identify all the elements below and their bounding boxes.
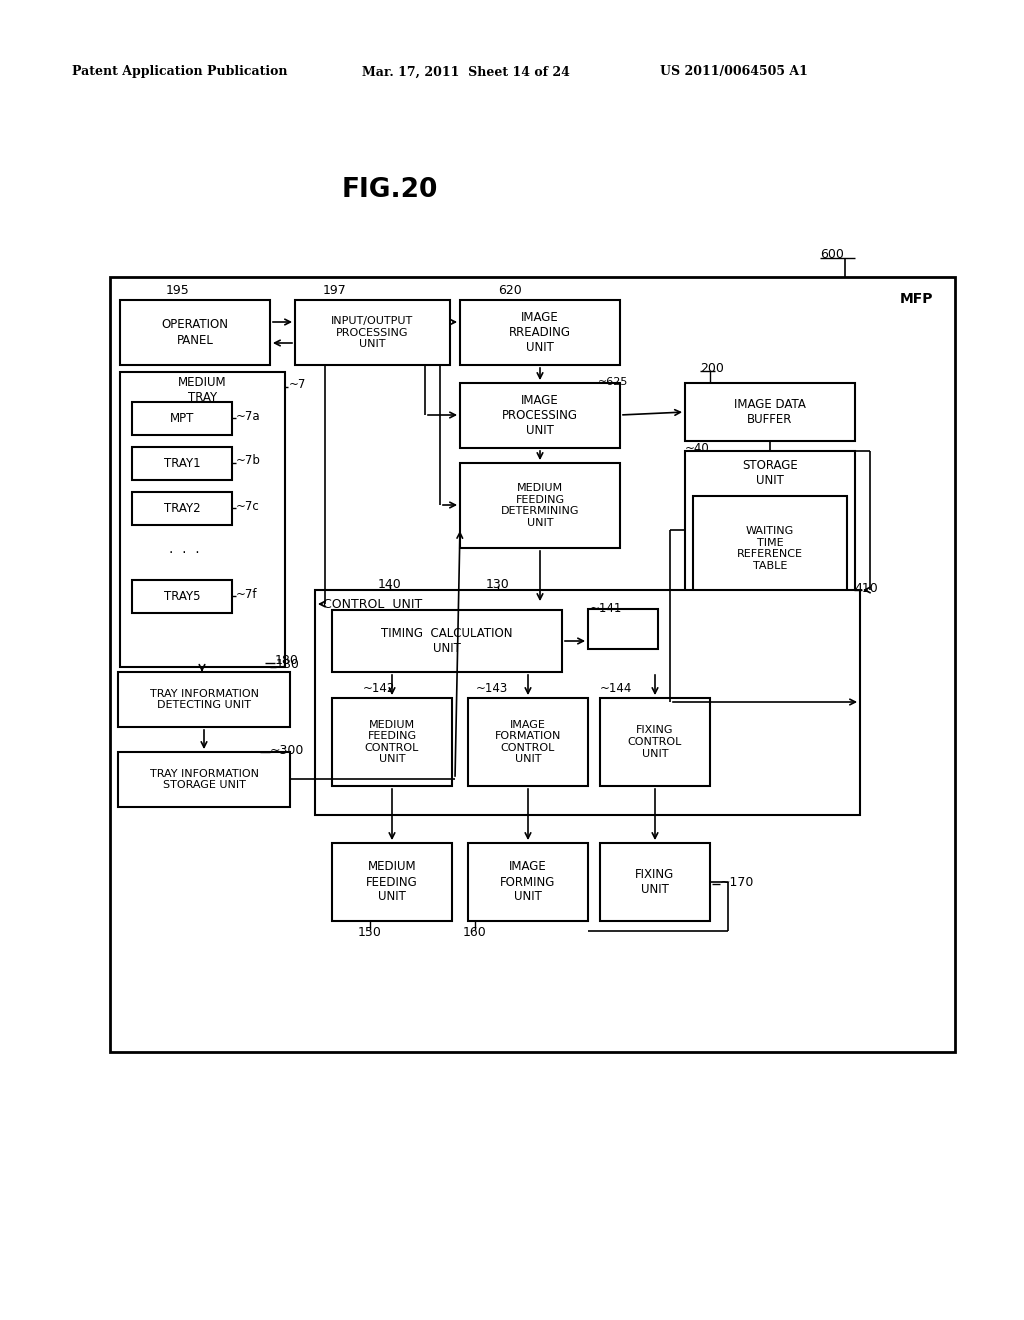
Text: ~170: ~170 [720,875,755,888]
Text: Patent Application Publication: Patent Application Publication [72,66,288,78]
Bar [600,843,710,921]
Text: FIG.20: FIG.20 [342,177,438,203]
Bar [332,843,452,921]
Text: ~142: ~142 [362,681,395,694]
Text: IMAGE
FORMING
UNIT: IMAGE FORMING UNIT [501,861,556,903]
Text: TRAY INFORMATION
DETECTING UNIT: TRAY INFORMATION DETECTING UNIT [150,689,258,710]
Text: MEDIUM
TRAY: MEDIUM TRAY [178,376,226,404]
Bar [693,496,847,601]
Text: FIXING
UNIT: FIXING UNIT [635,869,675,896]
Text: TRAY2: TRAY2 [164,502,201,515]
Text: 150: 150 [358,925,382,939]
Bar [468,698,588,785]
Bar [315,590,860,814]
Bar [132,447,232,480]
Bar [332,698,452,785]
Text: TRAY INFORMATION
STORAGE UNIT: TRAY INFORMATION STORAGE UNIT [150,768,258,791]
Text: 620: 620 [498,284,522,297]
Bar [460,300,620,366]
Text: IMAGE DATA
BUFFER: IMAGE DATA BUFFER [734,399,806,426]
Bar [132,492,232,525]
Text: 197: 197 [324,284,347,297]
Bar [332,610,562,672]
Text: ·  ·  ·: · · · [169,546,200,560]
Text: IMAGE
RREADING
UNIT: IMAGE RREADING UNIT [509,312,571,354]
Text: 600: 600 [820,248,844,261]
Bar [118,672,290,727]
Text: ~141: ~141 [590,602,623,615]
Text: US 2011/0064505 A1: US 2011/0064505 A1 [660,66,808,78]
Text: MEDIUM
FEEDING
UNIT: MEDIUM FEEDING UNIT [367,861,418,903]
Bar [685,451,855,609]
Text: OPERATION
PANEL: OPERATION PANEL [162,318,228,346]
Text: 140: 140 [378,578,401,590]
Bar [685,383,855,441]
Bar [460,463,620,548]
Bar [118,752,290,807]
Text: 410: 410 [854,582,878,594]
Text: 195: 195 [166,284,189,297]
Text: 130: 130 [486,578,510,590]
Text: MFP: MFP [900,292,934,306]
Text: TIMING  CALCULATION
UNIT: TIMING CALCULATION UNIT [381,627,513,655]
Text: ~143: ~143 [476,681,508,694]
Bar [295,300,450,366]
Text: ~300: ~300 [270,743,304,756]
Bar [588,609,658,649]
Bar [110,277,955,1052]
Text: 160: 160 [463,925,486,939]
Text: 180: 180 [276,659,300,672]
Text: INPUT/OUTPUT
PROCESSING
UNIT: INPUT/OUTPUT PROCESSING UNIT [332,315,414,348]
Text: TRAY5: TRAY5 [164,590,201,603]
Text: ~625: ~625 [598,378,629,387]
Bar [120,300,270,366]
Bar [132,403,232,436]
Text: CONTROL  UNIT: CONTROL UNIT [323,598,422,610]
Bar [468,843,588,921]
Text: Mar. 17, 2011  Sheet 14 of 24: Mar. 17, 2011 Sheet 14 of 24 [362,66,570,78]
Text: ~7a: ~7a [236,409,261,422]
Text: TRAY1: TRAY1 [164,457,201,470]
Text: IMAGE
PROCESSING
UNIT: IMAGE PROCESSING UNIT [502,393,578,437]
Text: ~7b: ~7b [236,454,261,467]
Bar [132,579,232,612]
Text: ~7: ~7 [289,379,306,392]
Text: MEDIUM
FEEDING
DETERMINING
UNIT: MEDIUM FEEDING DETERMINING UNIT [501,483,580,528]
Text: WAITING
TIME
REFERENCE
TABLE: WAITING TIME REFERENCE TABLE [737,527,803,570]
Text: ~7f: ~7f [236,587,257,601]
Text: FIXING
CONTROL
UNIT: FIXING CONTROL UNIT [628,726,682,759]
Text: 180: 180 [275,655,299,668]
Bar [120,372,285,667]
Bar [460,383,620,447]
Text: STORAGE
UNIT: STORAGE UNIT [742,459,798,487]
Text: ~7c: ~7c [236,499,260,512]
Bar [600,698,710,785]
Text: MPT: MPT [170,412,195,425]
Text: ~40: ~40 [685,442,710,455]
Text: MEDIUM
FEEDING
CONTROL
UNIT: MEDIUM FEEDING CONTROL UNIT [365,719,419,764]
Text: 200: 200 [700,362,724,375]
Text: ~144: ~144 [600,681,633,694]
Text: IMAGE
FORMATION
CONTROL
UNIT: IMAGE FORMATION CONTROL UNIT [495,719,561,764]
